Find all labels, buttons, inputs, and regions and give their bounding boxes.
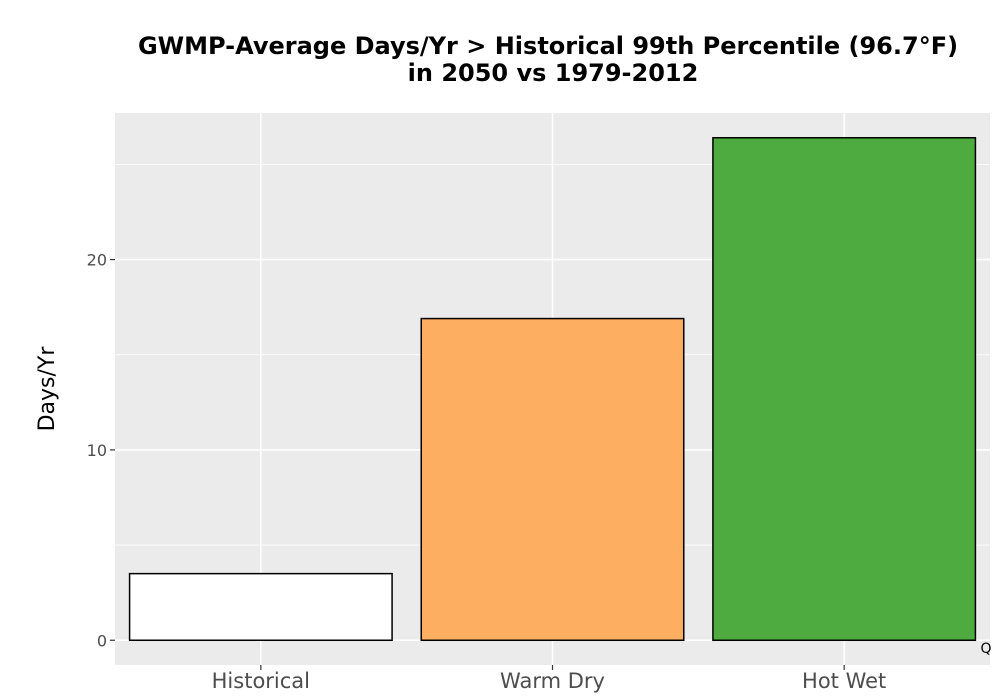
x-axis: Historical Warm Dry Hot Wet [212,665,886,693]
x-tick-label: Historical [212,669,310,693]
x-tick-label: Hot Wet [802,669,886,693]
y-tick-label: 10 [87,441,107,460]
chart-title-line-1: GWMP-Average Days/Yr > Historical 99th P… [138,32,958,60]
bar-warm-dry [420,317,685,642]
y-tick-label: 20 [87,251,107,270]
corner-label: Q [980,641,991,657]
y-axis-title: Days/Yr [35,346,60,432]
y-axis: 0 10 20 [87,251,115,650]
bar-historical [128,572,393,642]
y-tick-label: 0 [97,631,107,650]
x-tick-label: Warm Dry [500,669,605,693]
chart-title-line-2: in 2050 vs 1979-2012 [408,59,699,87]
bar-hot-wet [712,136,977,642]
bars [128,136,977,642]
